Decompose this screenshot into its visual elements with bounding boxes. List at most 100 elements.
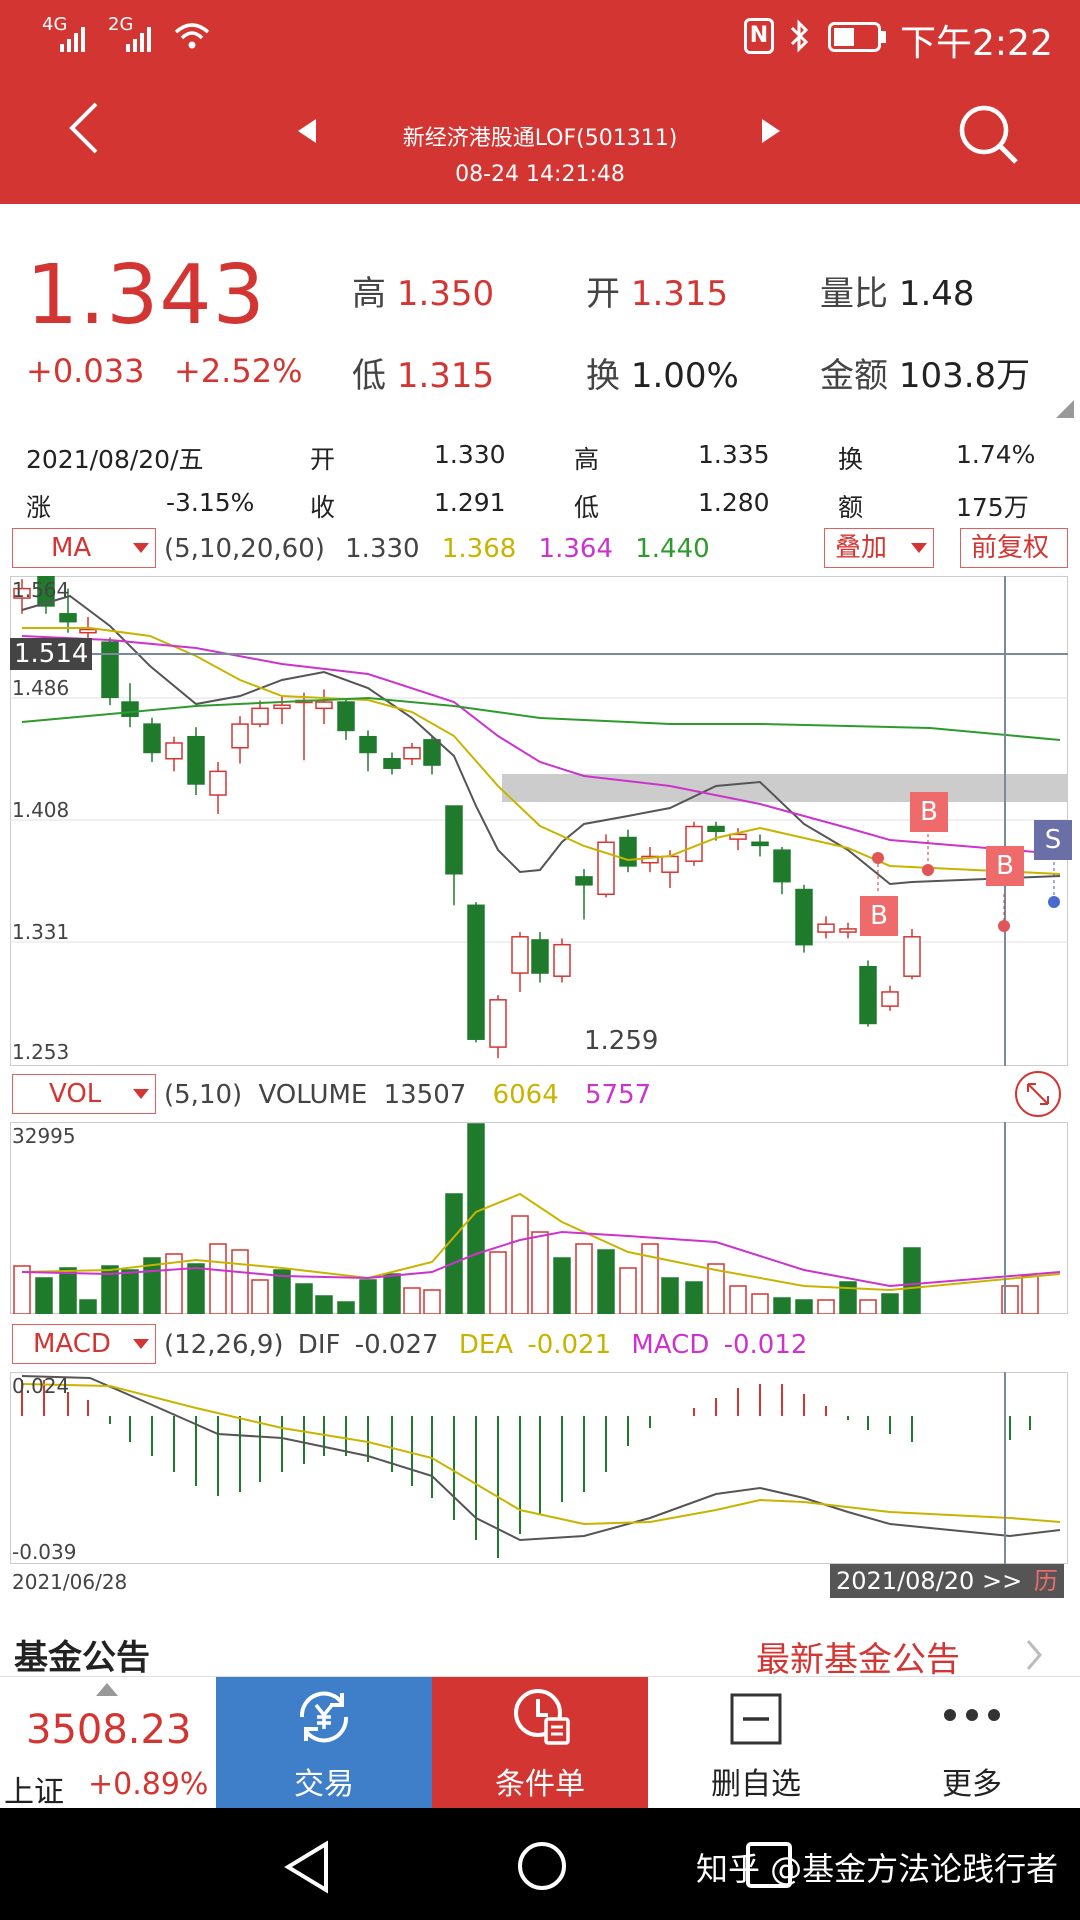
nav-home-button[interactable] [516, 1840, 568, 1896]
bluetooth-icon [786, 18, 812, 58]
volume-bar [295, 1283, 313, 1315]
remove-watchlist-button[interactable]: 删自选 [648, 1677, 864, 1809]
conditional-order-button[interactable]: 条件单 [432, 1677, 648, 1809]
nav-recents-button[interactable] [744, 1840, 794, 1894]
volume-bar [751, 1293, 769, 1315]
vol-select[interactable]: VOL [12, 1074, 156, 1114]
index-name: 上证 [4, 1775, 64, 1810]
adjust-button[interactable]: 前复权 [960, 528, 1068, 568]
macd-select-label: MACD [33, 1329, 111, 1359]
macd-value: -0.012 [723, 1330, 808, 1360]
volume-bar [553, 1257, 571, 1315]
vol-ma5-value: 6064 [492, 1080, 559, 1110]
buy-marker[interactable]: B [910, 792, 948, 832]
hist-close-label: 收 [310, 493, 336, 522]
back-button[interactable] [64, 100, 104, 160]
yen-exchange-icon [299, 1691, 349, 1743]
vol-select-label: VOL [49, 1079, 102, 1109]
triangle-left-icon [298, 119, 316, 143]
price-change: +0.033 [26, 352, 145, 390]
candle [209, 761, 227, 814]
axis-start-date: 2021/06/28 [12, 1570, 128, 1594]
hist-amt-value: 175万 [956, 493, 1029, 522]
history-button[interactable]: 历 [1033, 1567, 1058, 1595]
buy-marker[interactable]: B [860, 896, 898, 936]
volume-bar [403, 1287, 421, 1315]
volume-bar [773, 1297, 791, 1315]
more-label: 更多 [942, 1767, 1002, 1802]
expand-icon [1015, 1071, 1061, 1117]
kline-y-min: 1.253 [12, 1040, 70, 1064]
overlay-select[interactable]: 叠加 [824, 528, 934, 568]
candle [337, 698, 355, 740]
triangle-right-icon [762, 119, 780, 143]
current-price: 1.343 [26, 248, 266, 343]
dif-label: DIF [297, 1330, 341, 1360]
chevron-right-icon[interactable] [1024, 1638, 1044, 1676]
overlay-label: 叠加 [835, 533, 888, 563]
prev-fund-button[interactable] [296, 118, 320, 148]
candle [553, 938, 571, 983]
candle [859, 960, 877, 1027]
candle [445, 805, 463, 906]
volume-bar [489, 1251, 507, 1315]
index-ticker[interactable]: 3508.23 上证 +0.89% [0, 1677, 216, 1810]
quote-datetime: 08-24 14:21:48 [455, 162, 625, 187]
candle [143, 717, 161, 762]
ma5-line [21, 594, 1061, 886]
notice-link[interactable]: 最新基金公告 [756, 1640, 960, 1680]
search-icon [959, 105, 1018, 164]
volume-bar [597, 1249, 615, 1315]
ma-select[interactable]: MA [12, 528, 156, 568]
volume-bar [575, 1243, 593, 1315]
volume-bar [817, 1299, 835, 1315]
volume-bar [121, 1269, 139, 1315]
macd-chart[interactable]: 0.024 -0.039 [10, 1372, 1068, 1564]
expand-corner-icon[interactable] [1056, 400, 1074, 418]
candle [773, 846, 791, 895]
nav-back-button[interactable] [282, 1840, 332, 1898]
low-value: 1.315 [396, 356, 495, 396]
sell-marker[interactable]: S [1034, 820, 1072, 860]
candle [423, 736, 441, 775]
trade-button[interactable]: 交易 [216, 1677, 432, 1809]
dif-value: -0.027 [354, 1330, 439, 1360]
candle [531, 932, 549, 983]
dropdown-arrow-icon [133, 1339, 149, 1349]
candle [403, 743, 421, 766]
volume-bar [1021, 1275, 1039, 1315]
volume-bar [903, 1247, 921, 1315]
next-fund-button[interactable] [758, 118, 782, 148]
candle [121, 683, 139, 728]
kline-y-3: 1.408 [12, 798, 70, 822]
volume-ratio-value: 1.48 [898, 274, 975, 314]
candle [619, 829, 637, 873]
triangle-back-icon [284, 1840, 328, 1894]
volume-bar [59, 1267, 77, 1315]
open-label: 开 [586, 274, 620, 314]
volume-bar [661, 1277, 679, 1315]
search-button[interactable] [956, 102, 1020, 170]
macd-select[interactable]: MACD [12, 1324, 156, 1364]
kline-chart[interactable]: 1.564 1.514 1.486 1.408 1.331 1.253 1.25… [10, 572, 1072, 1066]
kline-low-label: 1.259 [584, 1026, 659, 1056]
ma20-value: 1.364 [538, 534, 613, 564]
volume-bar [359, 1279, 377, 1315]
volume-chart[interactable]: 32995 [10, 1122, 1068, 1315]
more-button[interactable]: 更多 [864, 1677, 1080, 1809]
turnover-label: 换 [586, 356, 620, 396]
volume-bar [729, 1285, 747, 1315]
battery-icon [828, 22, 888, 56]
low-label: 低 [352, 356, 386, 396]
volume-bar [423, 1289, 441, 1315]
history-date-selector[interactable]: 2021/08/20 >> 历 [830, 1564, 1064, 1598]
turnover-value: 1.00% [630, 356, 739, 396]
watermark: 知乎 @基金方法论践行者 [696, 1850, 1059, 1888]
square-recents-icon [746, 1842, 792, 1888]
fullscreen-button[interactable] [1014, 1070, 1062, 1122]
volume-bar [231, 1249, 249, 1315]
dea-line [21, 1383, 1061, 1526]
candle [37, 572, 55, 614]
buy-marker[interactable]: B [986, 846, 1024, 886]
hist-chg-value: -3.15% [166, 488, 255, 517]
